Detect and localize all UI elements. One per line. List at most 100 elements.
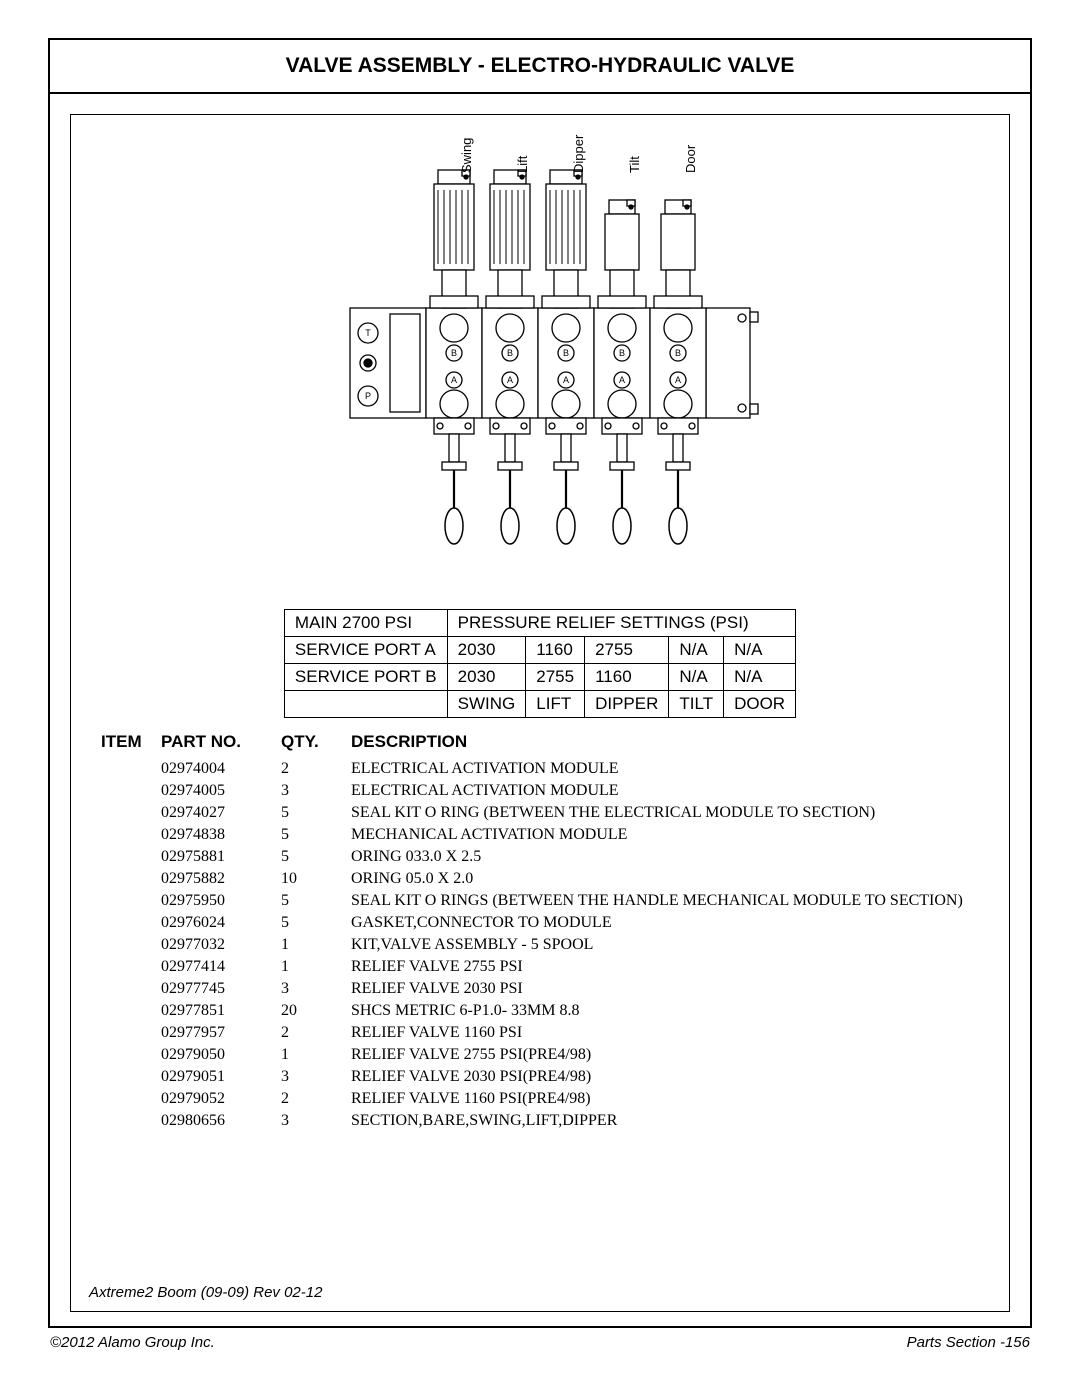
pressure-col-label: SWING	[447, 691, 526, 718]
part-no: 02977745	[161, 980, 281, 998]
qty: 5	[281, 914, 351, 932]
part-no: 02979050	[161, 1046, 281, 1064]
diagram-label: Door	[683, 145, 698, 173]
part-no: 02974838	[161, 826, 281, 844]
qty: 1	[281, 936, 351, 954]
diagram-label: Dipper	[571, 135, 586, 173]
svg-text:A: A	[507, 375, 513, 385]
pressure-cell: 1160	[585, 664, 669, 691]
pressure-cell: 2030	[447, 664, 526, 691]
qty: 3	[281, 1068, 351, 1086]
svg-text:A: A	[619, 375, 625, 385]
desc: MECHANICAL ACTIVATION MODULE	[351, 826, 979, 844]
parts-row: 029759505SEAL KIT O RINGS (BETWEEN THE H…	[89, 890, 991, 912]
page-footer: ©2012 Alamo Group Inc. Parts Section -15…	[48, 1328, 1032, 1351]
pressure-cell: N/A	[669, 637, 724, 664]
qty: 3	[281, 980, 351, 998]
svg-text:A: A	[451, 375, 457, 385]
main-psi-cell: MAIN 2700 PSI	[284, 610, 447, 637]
item-blank	[101, 892, 161, 910]
desc: ORING 033.0 X 2.5	[351, 848, 979, 866]
parts-body: 029740042ELECTRICAL ACTIVATION MODULE029…	[89, 758, 991, 1132]
valve-diagram: TPBABABABABA SwingLiftDipperTiltDoor	[89, 133, 991, 603]
svg-text:A: A	[563, 375, 569, 385]
qty: 2	[281, 1090, 351, 1108]
parts-row: 029806563SECTION,BARE,SWING,LIFT,DIPPER	[89, 1110, 991, 1132]
part-no: 02979052	[161, 1090, 281, 1108]
parts-row: 029790522RELIEF VALVE 1160 PSI(PRE4/98)	[89, 1088, 991, 1110]
part-no: 02975881	[161, 848, 281, 866]
desc: ELECTRICAL ACTIVATION MODULE	[351, 782, 979, 800]
qty: 5	[281, 892, 351, 910]
item-blank	[101, 1046, 161, 1064]
item-blank	[101, 1024, 161, 1042]
part-no: 02979051	[161, 1068, 281, 1086]
desc: ELECTRICAL ACTIVATION MODULE	[351, 760, 979, 778]
parts-row: 029740053ELECTRICAL ACTIVATION MODULE	[89, 780, 991, 802]
parts-row: 029790513RELIEF VALVE 2030 PSI(PRE4/98)	[89, 1066, 991, 1088]
part-no: 02977957	[161, 1024, 281, 1042]
pressure-cell: 2755	[585, 637, 669, 664]
settings-label-cell: PRESSURE RELIEF SETTINGS (PSI)	[447, 610, 795, 637]
pressure-footer-blank	[284, 691, 447, 718]
part-no: 02974005	[161, 782, 281, 800]
svg-text:B: B	[563, 348, 569, 358]
pressure-footer-row: SWINGLIFTDIPPERTILTDOOR	[284, 691, 795, 718]
parts-row: 029770321KIT,VALVE ASSEMBLY - 5 SPOOL	[89, 934, 991, 956]
desc: RELIEF VALVE 1160 PSI(PRE4/98)	[351, 1090, 979, 1108]
valve-diagram-svg: TPBABABABABA	[220, 133, 860, 603]
parts-row: 029777453RELIEF VALVE 2030 PSI	[89, 978, 991, 1000]
pressure-col-label: LIFT	[526, 691, 585, 718]
desc: SEAL KIT O RING (BETWEEN THE ELECTRICAL …	[351, 804, 979, 822]
item-blank	[101, 914, 161, 932]
qty: 1	[281, 1046, 351, 1064]
qty: 10	[281, 870, 351, 888]
svg-text:B: B	[619, 348, 625, 358]
desc: RELIEF VALVE 2030 PSI	[351, 980, 979, 998]
inner-frame: TPBABABABABA SwingLiftDipperTiltDoor MAI…	[70, 114, 1010, 1312]
pressure-table: MAIN 2700 PSI PRESSURE RELIEF SETTINGS (…	[284, 609, 796, 718]
parts-row: 029774141RELIEF VALVE 2755 PSI	[89, 956, 991, 978]
qty: 2	[281, 760, 351, 778]
parts-row: 029748385MECHANICAL ACTIVATION MODULE	[89, 824, 991, 846]
desc: RELIEF VALVE 2755 PSI(PRE4/98)	[351, 1046, 979, 1064]
item-blank	[101, 1068, 161, 1086]
pressure-cell: 2755	[526, 664, 585, 691]
parts-row: 029779572RELIEF VALVE 1160 PSI	[89, 1022, 991, 1044]
outer-frame: VALVE ASSEMBLY - ELECTRO-HYDRAULIC VALVE…	[48, 38, 1032, 1328]
part-no: 02980656	[161, 1112, 281, 1130]
pressure-col-label: DIPPER	[585, 691, 669, 718]
part-no: 02974027	[161, 804, 281, 822]
desc: GASKET,CONNECTOR TO MODULE	[351, 914, 979, 932]
item-blank	[101, 1112, 161, 1130]
part-no: 02974004	[161, 760, 281, 778]
part-no: 02975882	[161, 870, 281, 888]
svg-text:P: P	[365, 391, 371, 401]
part-no: 02977414	[161, 958, 281, 976]
parts-header: ITEM PART NO. QTY. DESCRIPTION	[89, 732, 991, 758]
copyright: ©2012 Alamo Group Inc.	[50, 1334, 215, 1351]
pressure-cell: N/A	[724, 637, 796, 664]
part-no: 02976024	[161, 914, 281, 932]
item-blank	[101, 1002, 161, 1020]
parts-row: 0297588210ORING 05.0 X 2.0	[89, 868, 991, 890]
desc: SEAL KIT O RINGS (BETWEEN THE HANDLE MEC…	[351, 892, 979, 910]
desc: ORING 05.0 X 2.0	[351, 870, 979, 888]
qty: 5	[281, 804, 351, 822]
pressure-row-label: SERVICE PORT B	[284, 664, 447, 691]
desc: SHCS METRIC 6-P1.0- 33MM 8.8	[351, 1002, 979, 1020]
item-blank	[101, 848, 161, 866]
pressure-header-row: MAIN 2700 PSI PRESSURE RELIEF SETTINGS (…	[284, 610, 795, 637]
desc: SECTION,BARE,SWING,LIFT,DIPPER	[351, 1112, 979, 1130]
pressure-cell: N/A	[669, 664, 724, 691]
part-no: 02977851	[161, 1002, 281, 1020]
qty: 5	[281, 826, 351, 844]
item-blank	[101, 870, 161, 888]
pressure-row-label: SERVICE PORT A	[284, 637, 447, 664]
svg-text:B: B	[507, 348, 513, 358]
item-blank	[101, 760, 161, 778]
item-blank	[101, 804, 161, 822]
desc: RELIEF VALVE 2030 PSI(PRE4/98)	[351, 1068, 979, 1086]
desc: RELIEF VALVE 1160 PSI	[351, 1024, 979, 1042]
parts-row: 029740042ELECTRICAL ACTIVATION MODULE	[89, 758, 991, 780]
